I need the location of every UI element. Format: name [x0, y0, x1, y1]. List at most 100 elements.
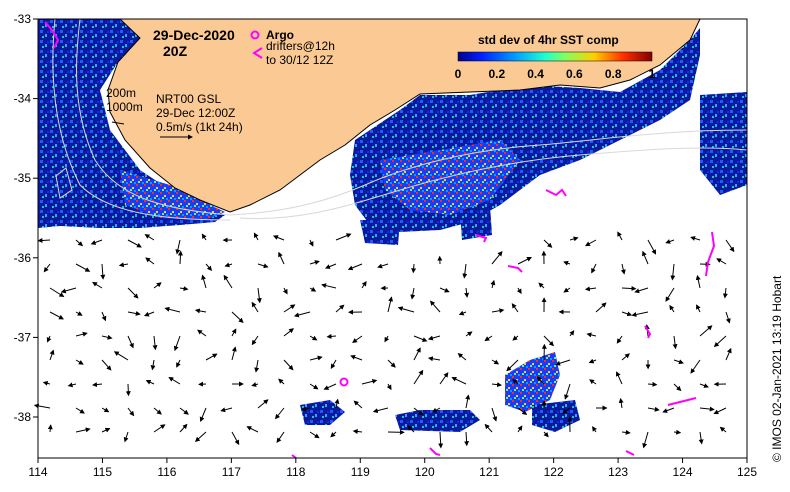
current-vector: [512, 378, 519, 385]
drifter-track: [705, 231, 716, 277]
current-vector: [257, 399, 269, 409]
colorbar-ticks: 0 0.2 0.4 0.6 0.8 1: [455, 67, 656, 81]
current-vector: [725, 311, 731, 324]
current-vector: [194, 431, 207, 442]
current-vector: [300, 406, 311, 412]
current-vector: [326, 333, 337, 339]
current-vector: [616, 335, 623, 344]
current-vector: [47, 424, 53, 433]
current-vector: [309, 286, 317, 292]
current-vector: [586, 332, 597, 338]
current-vector: [484, 335, 493, 342]
current-vector: [669, 304, 675, 313]
current-vector: [451, 376, 467, 385]
current-vector: [42, 380, 51, 386]
current-vector: [699, 325, 713, 337]
current-vector: [231, 328, 237, 337]
current-vector: [179, 286, 189, 292]
current-vector: [309, 383, 319, 390]
current-vector: [145, 257, 155, 265]
current-vector: [276, 431, 285, 444]
current-vector: [620, 263, 626, 275]
current-vector: [438, 431, 444, 449]
current-vector: [457, 353, 467, 361]
current-vector: [665, 287, 675, 302]
current-vector: [386, 383, 392, 391]
current-vector: [372, 407, 389, 414]
current-vector: [293, 311, 311, 318]
current-vector: [673, 429, 682, 435]
drifter-track: [644, 325, 652, 339]
current-vector: [324, 263, 337, 269]
y-tick-label: -37: [14, 330, 32, 344]
current-vector: [690, 236, 701, 241]
x-tick-label: 121: [479, 465, 499, 479]
contour-200-label: 200m: [106, 86, 136, 100]
colorbar-tick-label: 0.2: [488, 67, 505, 81]
current-vector: [411, 263, 417, 274]
current-vector: [543, 239, 553, 248]
current-vector: [410, 287, 416, 300]
current-vector: [199, 407, 207, 423]
current-vector: [615, 371, 623, 385]
current-vector: [617, 231, 623, 241]
current-vector: [713, 335, 727, 348]
current-vector: [274, 407, 285, 420]
current-vector: [153, 282, 162, 289]
current-vectors: [33, 231, 735, 449]
x-tick-label: 116: [157, 465, 176, 479]
current-vector: [194, 308, 207, 314]
current-vector: [407, 425, 415, 433]
current-vector: [517, 407, 528, 416]
current-vector: [464, 287, 470, 298]
colorbar-title: std dev of 4hr SST comp: [478, 33, 619, 47]
current-vector: [92, 382, 103, 388]
drifter-track: [545, 188, 567, 197]
current-vector: [350, 354, 363, 361]
current-vector: [152, 335, 158, 351]
current-vector: [347, 263, 363, 271]
current-vector: [491, 382, 502, 388]
current-vector: [254, 359, 260, 373]
current-vector: [517, 257, 532, 265]
current-vector: [584, 286, 597, 292]
current-vector: [642, 431, 649, 449]
current-vector: [511, 303, 519, 313]
current-vector: [352, 335, 363, 343]
current-vector: [563, 287, 571, 293]
x-tick-label: 125: [737, 465, 757, 479]
current-vector: [257, 263, 269, 269]
current-vector: [49, 311, 64, 320]
current-vector: [253, 232, 259, 241]
current-vector: [153, 407, 162, 415]
current-vector: [153, 424, 166, 433]
current-vector: [516, 287, 522, 295]
current-vector: [673, 359, 684, 365]
current-vector: [251, 301, 259, 313]
current-vector: [75, 331, 88, 337]
time-label: 20Z: [163, 43, 188, 59]
current-vector: [725, 239, 735, 253]
current-vector: [642, 250, 649, 265]
drifter-track: [667, 397, 697, 406]
current-vector: [49, 349, 55, 361]
drifter-track: [44, 21, 60, 49]
current-vector: [462, 263, 468, 279]
current-vector: [591, 263, 597, 274]
y-tick-label: -35: [14, 171, 32, 185]
current-vector: [621, 285, 637, 291]
x-axis: 114 115 116 117 118 119 120 121 122 123 124 125: [28, 458, 757, 479]
current-vector: [231, 431, 240, 446]
current-vector: [713, 407, 727, 415]
current-vector: [413, 407, 424, 416]
credit-label: © IMOS 02-Jan-2021 13:19 Hobart: [770, 275, 784, 462]
argo-legend-icon: [250, 30, 260, 40]
current-vector: [512, 335, 519, 341]
drifter-track: [429, 447, 441, 456]
contour-1000-label: 1000m: [106, 100, 143, 114]
colorbar: [457, 51, 653, 62]
current-vector: [75, 427, 91, 433]
y-tick-label: -34: [14, 92, 32, 106]
drifter-legend-label: drifters@12h: [266, 39, 335, 53]
current-vector: [197, 329, 207, 337]
